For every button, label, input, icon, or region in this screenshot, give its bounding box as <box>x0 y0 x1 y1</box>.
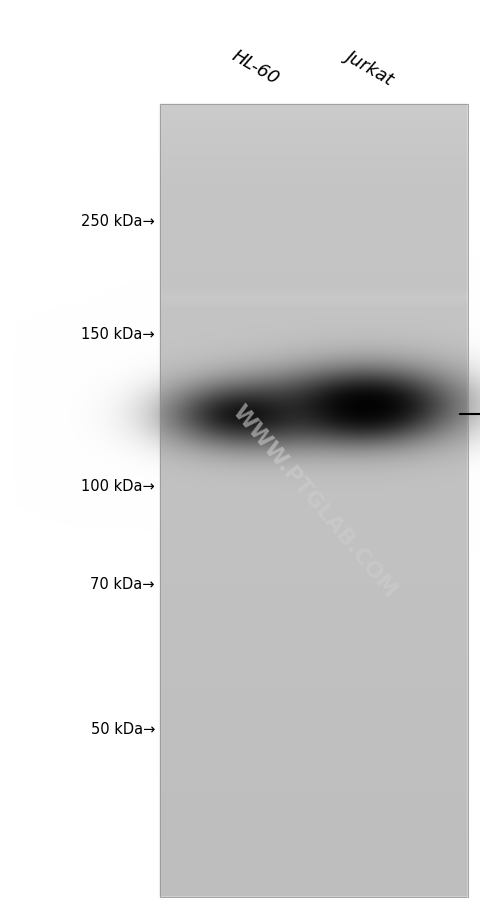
Bar <box>160 105 468 897</box>
Text: WWW.PTGLAB.COM: WWW.PTGLAB.COM <box>228 401 400 601</box>
Text: 70 kDa→: 70 kDa→ <box>91 577 155 592</box>
Text: 50 kDa→: 50 kDa→ <box>91 722 155 737</box>
Text: HL-60: HL-60 <box>228 47 282 87</box>
Text: 100 kDa→: 100 kDa→ <box>81 479 155 494</box>
Text: 150 kDa→: 150 kDa→ <box>82 327 155 342</box>
Text: Jurkat: Jurkat <box>343 46 397 87</box>
Text: 250 kDa→: 250 kDa→ <box>81 215 155 229</box>
